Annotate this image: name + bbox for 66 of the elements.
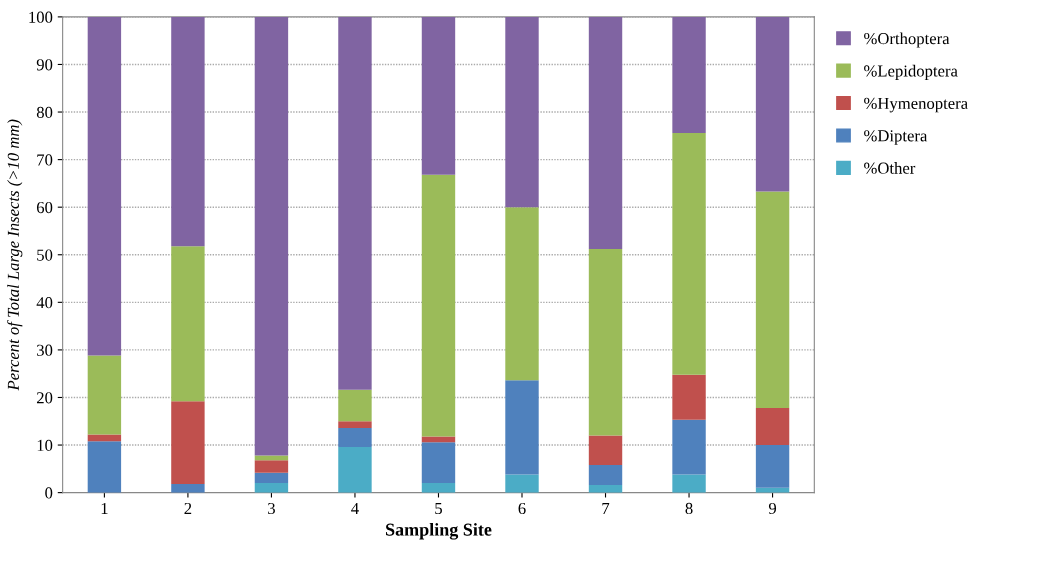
bar [171,484,205,493]
bar [338,446,372,493]
bar [338,389,372,422]
bar [588,435,623,466]
bar [421,436,456,443]
bar [171,246,205,402]
y-tick-label: 10 [37,439,53,451]
y-tick-label: 40 [36,297,53,309]
x-tick-label: 5 [435,503,442,515]
bar [421,16,456,175]
bar [254,16,289,456]
legend-label: %Orthoptera [864,32,950,48]
bar [505,16,539,208]
bar [588,16,623,250]
bar [338,16,372,390]
bar [505,207,539,381]
legend-label: %Lepidoptera [864,64,958,80]
bar [171,16,205,247]
x-tick-label: 3 [268,502,275,515]
bar [755,191,790,408]
y-tick-label: 20 [36,392,53,404]
y-tick-label: 30 [37,344,53,356]
bar [588,485,623,493]
bar [254,483,289,493]
bar [338,427,372,447]
x-tick-label: 9 [768,502,777,515]
y-tick-label: 0 [45,487,53,499]
legend-label: %Other [864,162,916,174]
bar [588,465,623,486]
bar [755,445,790,488]
bar [421,174,456,437]
x-tick-label: 4 [351,502,359,514]
bar [755,407,790,446]
bar [672,419,706,475]
y-tick-label: 60 [36,201,53,214]
bar [672,132,706,375]
bar [254,472,289,484]
bar [87,16,122,356]
x-axis-title: Sampling Site [386,523,492,540]
y-tick-label: 50 [37,249,53,261]
y-tick-label: 70 [37,154,53,166]
bar [254,460,289,473]
bar [87,441,122,493]
legend-label: %Hymenoptera [864,97,968,113]
x-tick-label: 2 [184,502,192,514]
x-tick-label: 7 [602,503,610,514]
bar [421,483,456,493]
legend-label: %Diptera [864,130,928,145]
x-tick-label: 1 [101,502,108,514]
y-axis-title: Percent of Total Large Insects (>10 mm) [7,119,23,391]
bar [505,474,539,493]
bar [421,442,456,484]
y-tick-label: 90 [36,59,53,71]
x-tick-label: 6 [518,502,526,515]
bar [87,355,122,435]
bar [171,401,205,485]
y-tick-label: 80 [36,106,53,118]
bar [672,16,706,133]
bar [755,16,790,192]
y-tick-label: 100 [29,11,53,23]
bar [505,380,539,475]
x-tick-label: 8 [685,502,693,515]
bar [588,249,623,436]
bar [672,474,706,493]
bar [338,421,372,428]
bar [672,374,706,420]
